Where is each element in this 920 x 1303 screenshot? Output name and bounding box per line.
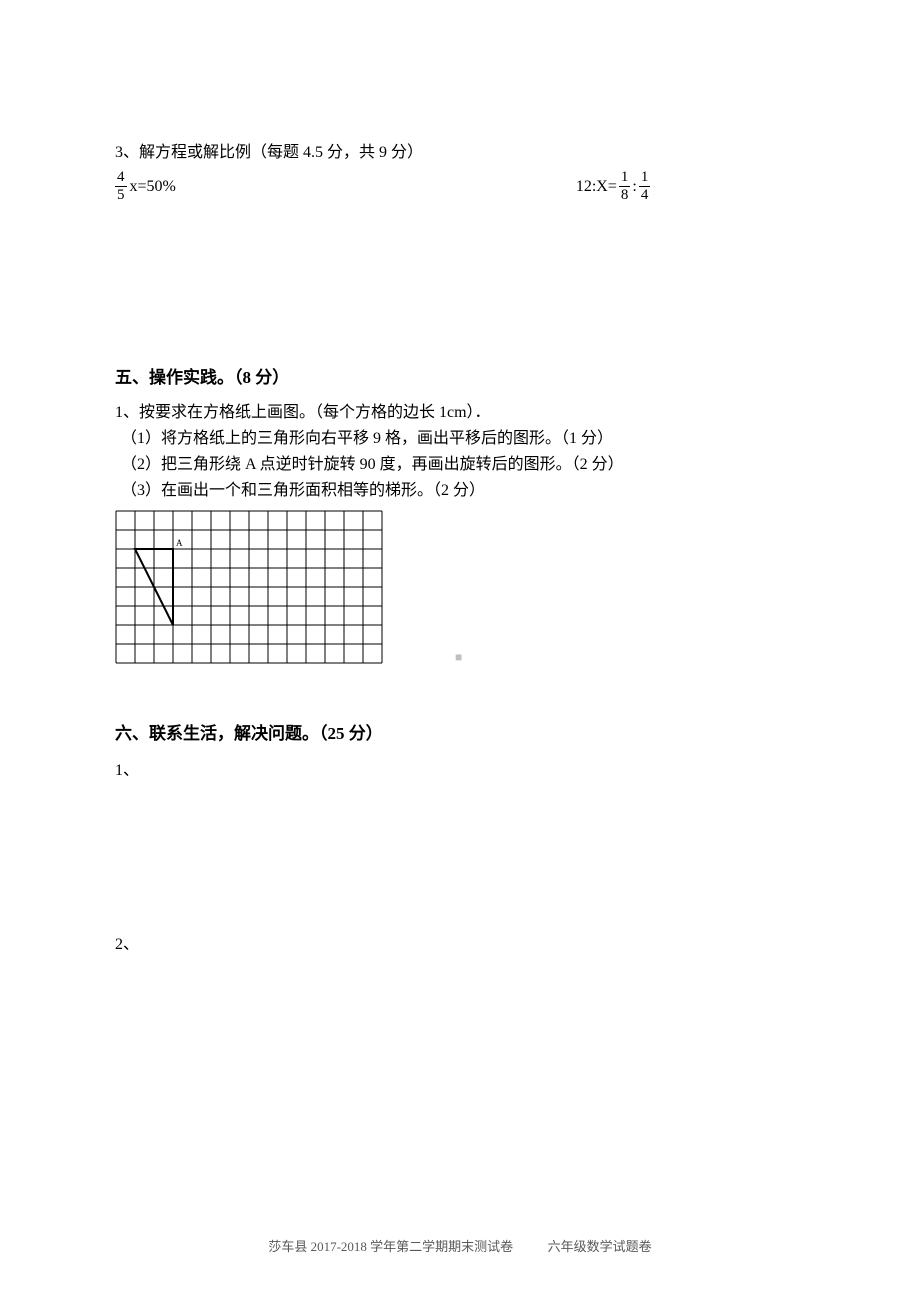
fraction-1-8: 1 8: [619, 170, 631, 203]
section-5-line-3: （2）把三角形绕 A 点逆时针旋转 90 度，再画出旋转后的图形。（2 分）: [115, 452, 805, 478]
watermark: ■: [455, 650, 462, 665]
fraction-numerator: 4: [115, 170, 127, 186]
section-5-line-1: 1、按要求在方格纸上画图。（每个方格的边长 1cm）．: [115, 400, 805, 426]
ratio-colon: :: [632, 178, 636, 196]
equation-1-tail: x=50%: [130, 178, 176, 196]
fraction-numerator: 1: [619, 170, 631, 186]
fraction-1-4: 1 4: [639, 170, 651, 203]
fraction-denominator: 4: [639, 186, 651, 203]
fraction-numerator: 1: [639, 170, 651, 186]
section-5-line-2: （1）将方格纸上的三角形向右平移 9 格，画出平移后的图形。（1 分）: [115, 426, 805, 452]
question-2-number: 2、: [115, 930, 805, 954]
question-1-number: 1、: [115, 756, 805, 780]
page-footer: 莎车县 2017-2018 学年第二学期期末测试卷 六年级数学试题卷: [0, 1236, 920, 1255]
section-5-line-4: （3）在画出一个和三角形面积相等的梯形。（2 分）: [115, 478, 805, 504]
fraction-4-5: 4 5: [115, 170, 127, 203]
section-6-heading: 六、联系生活，解决问题。（25 分）: [115, 719, 805, 744]
problem-3-title: 3、解方程或解比例（每题 4.5 分，共 9 分）: [115, 140, 805, 166]
equation-1: 4 5 x=50%: [115, 170, 176, 203]
footer-right: 六年级数学试题卷: [548, 1239, 652, 1254]
equation-2: 12:X= 1 8 : 1 4: [576, 170, 650, 203]
grid-figure: A: [115, 510, 805, 669]
equations-row: 4 5 x=50% 12:X= 1 8 : 1 4: [115, 170, 805, 203]
grid-svg: A: [115, 510, 383, 664]
fraction-denominator: 8: [619, 186, 631, 203]
footer-left: 莎车县 2017-2018 学年第二学期期末测试卷: [268, 1239, 513, 1254]
fraction-denominator: 5: [115, 186, 127, 203]
section-5-heading: 五、操作实践。（8 分）: [115, 363, 805, 388]
svg-text:A: A: [176, 538, 183, 548]
equation-2-lead: 12:X=: [576, 178, 617, 196]
